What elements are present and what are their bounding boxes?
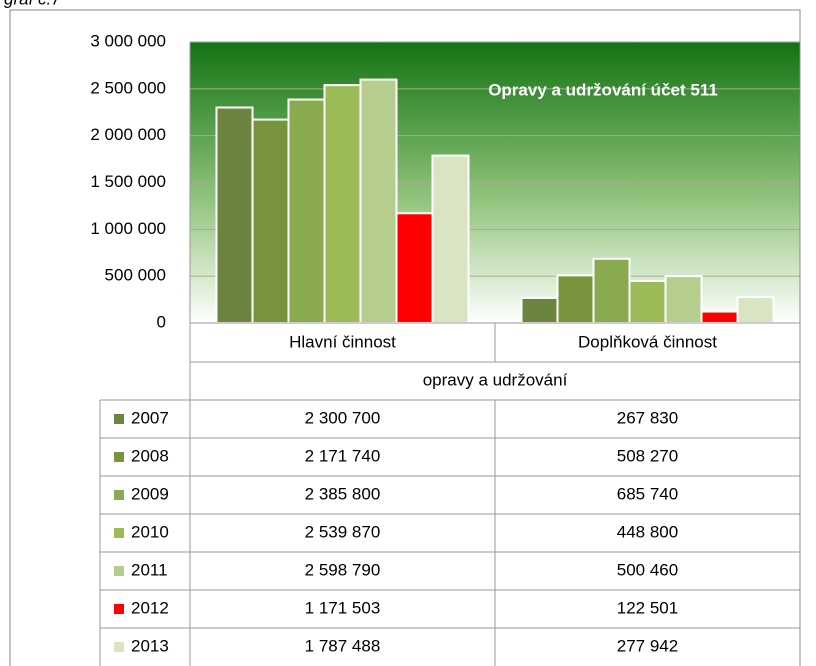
bar [251, 118, 290, 324]
y-tick-label: 1 000 000 [90, 219, 166, 238]
bar [700, 310, 739, 324]
legend-label: 2011 [131, 560, 168, 579]
legend-key [114, 452, 124, 462]
legend-label: 2010 [131, 522, 169, 541]
table-value: 267 830 [617, 408, 678, 427]
chart-border [9, 9, 801, 666]
legend-key [114, 414, 124, 424]
bar [287, 98, 326, 325]
table-value: 2 385 800 [305, 484, 381, 503]
legend-label: 2009 [131, 484, 169, 503]
table-value: 122 501 [617, 598, 678, 617]
y-tick-label: 2 000 000 [90, 125, 166, 144]
bar [395, 212, 434, 325]
x-tick-label: Hlavní činnost [289, 332, 396, 351]
bar [736, 295, 775, 324]
data-table-lines [99, 42, 800, 666]
bar [628, 279, 667, 325]
legend-key [114, 566, 124, 576]
x-tick-label: Doplňková činnost [578, 332, 717, 351]
table-value: 500 460 [617, 560, 678, 579]
caption: graf č.7 [4, 0, 61, 8]
table-value: 2 598 790 [305, 560, 381, 579]
table-value: 685 740 [617, 484, 678, 503]
legend-label: 2013 [131, 636, 169, 655]
bar [664, 275, 703, 324]
legend-label: 2007 [131, 408, 169, 427]
table-value: 508 270 [617, 446, 678, 465]
bar [215, 106, 254, 324]
table-value: 2 171 740 [305, 446, 381, 465]
legend-key [114, 490, 124, 500]
bar [431, 154, 470, 324]
y-tick-label: 3 000 000 [90, 31, 166, 50]
y-tick-label: 2 500 000 [90, 78, 166, 97]
table-value: 1 171 503 [305, 598, 381, 617]
table-value: 277 942 [617, 636, 678, 655]
bar [592, 257, 631, 324]
table-value: 2 539 870 [305, 522, 381, 541]
y-tick-label: 1 500 000 [90, 172, 166, 191]
legend-label: 2012 [131, 598, 169, 617]
bar [556, 274, 595, 324]
bar [323, 84, 362, 324]
legend-key [114, 528, 124, 538]
bar [520, 296, 559, 325]
legend-key [114, 604, 124, 614]
table-value: 2 300 700 [305, 408, 381, 427]
y-tick-label: 0 [157, 312, 166, 331]
chart-title: Opravy a udržování účet 511 [488, 80, 718, 99]
y-tick-label: 500 000 [105, 266, 166, 285]
legend-label: 2008 [131, 446, 169, 465]
legend-key [114, 642, 124, 652]
table-value: 1 787 488 [305, 636, 381, 655]
table-value: 448 800 [617, 522, 678, 541]
bar [359, 78, 398, 324]
x-axis-label: opravy a udržování [423, 370, 568, 389]
